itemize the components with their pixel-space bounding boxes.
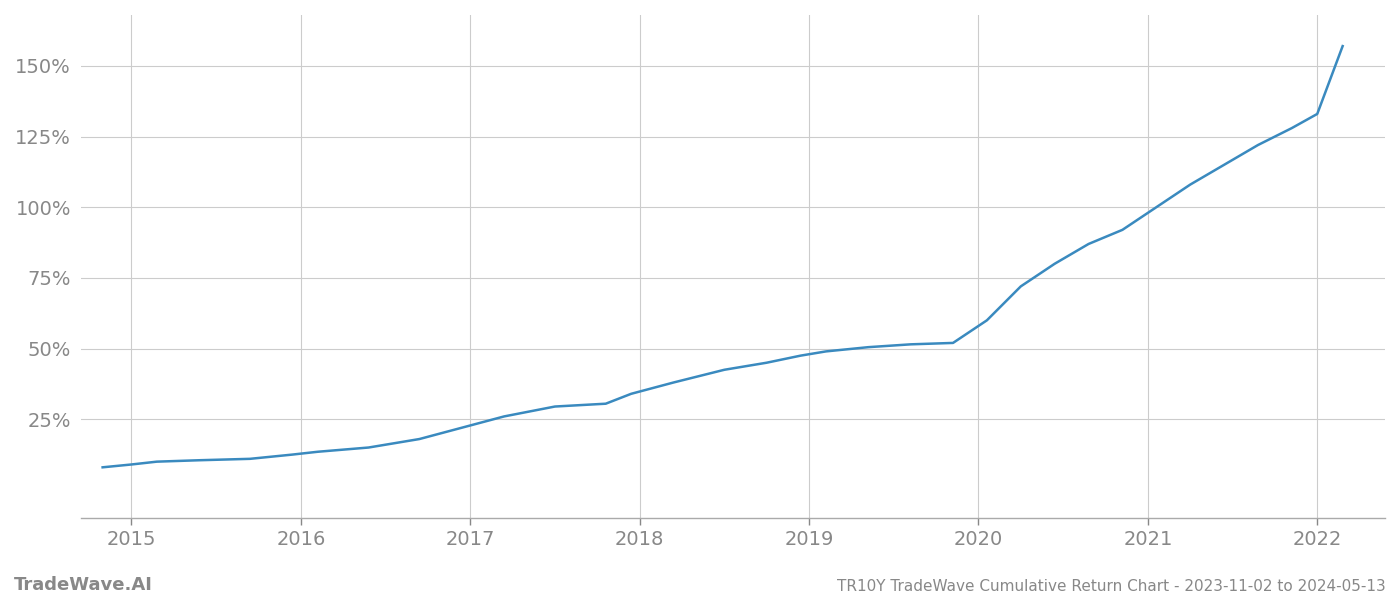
Text: TradeWave.AI: TradeWave.AI [14, 576, 153, 594]
Text: TR10Y TradeWave Cumulative Return Chart - 2023-11-02 to 2024-05-13: TR10Y TradeWave Cumulative Return Chart … [837, 579, 1386, 594]
